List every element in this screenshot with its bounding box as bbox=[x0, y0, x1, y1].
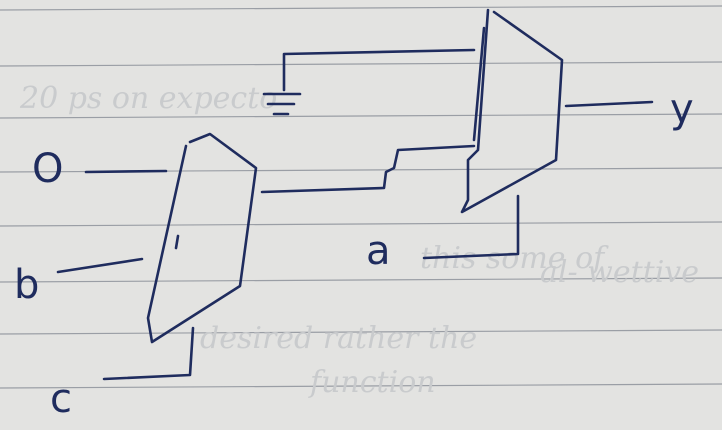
mux-1-inner-stroke bbox=[174, 234, 180, 250]
bleed-line-4: desired rather the bbox=[200, 321, 477, 356]
bleed-line-3: al- wettive bbox=[540, 255, 699, 290]
mux-2-outline bbox=[460, 8, 564, 214]
wire-input-0 bbox=[84, 169, 168, 174]
wire-output-y bbox=[564, 100, 654, 108]
bleed-line-2: this some of bbox=[420, 241, 609, 276]
bleed-line-5: function bbox=[308, 365, 436, 400]
wire-mux1-to-mux2 bbox=[260, 144, 476, 194]
label-select-a: a bbox=[366, 228, 391, 274]
wire-input-b bbox=[56, 257, 144, 274]
label-input-b: b bbox=[14, 262, 39, 308]
wire-select-a bbox=[422, 194, 520, 260]
mux-2-inner-stroke bbox=[472, 26, 486, 142]
label-output-y: y bbox=[670, 86, 694, 132]
wire-ground bbox=[282, 48, 476, 92]
wire-input-c bbox=[102, 326, 195, 381]
bleed-through-text: 20 ps on expecto this some of al- wettiv… bbox=[19, 81, 699, 400]
mux-1-outline bbox=[146, 132, 258, 344]
bleed-line-1: 20 ps on expecto bbox=[19, 81, 277, 116]
ground-icon bbox=[262, 92, 302, 116]
label-input-c: c bbox=[50, 376, 72, 422]
label-input-0: O bbox=[32, 146, 63, 192]
